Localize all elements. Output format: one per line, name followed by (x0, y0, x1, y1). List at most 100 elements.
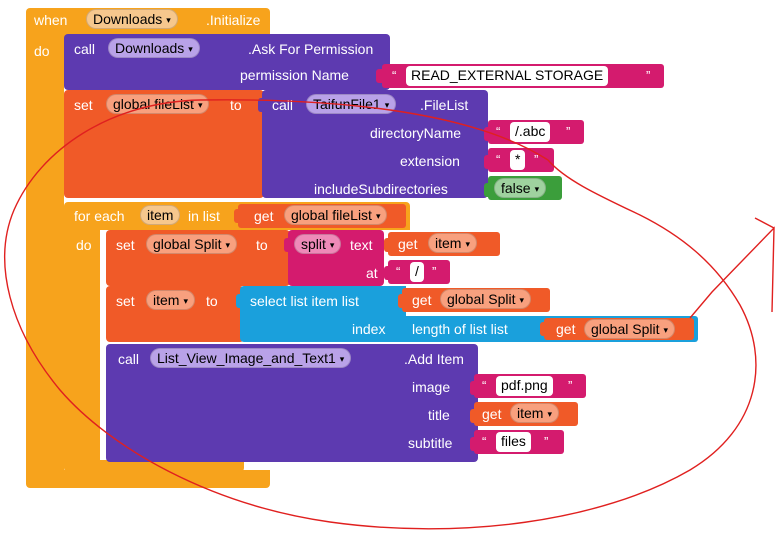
foreach-spine (64, 228, 100, 466)
item-var-pill[interactable]: item (140, 205, 181, 225)
downloads-component-label: Downloads (93, 11, 163, 27)
close-quote-icon: ” (646, 68, 651, 83)
subtitle-label: subtitle (408, 435, 453, 451)
chevron-down-icon: ▾ (225, 240, 231, 251)
title-get-item-label: item (517, 405, 544, 421)
get-filelist-dropdown[interactable]: global fileList ▾ (284, 205, 388, 225)
title-get-item-dropdown[interactable]: item ▾ (510, 403, 559, 423)
length-of-list-label: length of list list (412, 321, 508, 337)
select-list-item-label: select list item list (250, 293, 359, 309)
downloads-permission-dropdown[interactable]: Downloads ▾ (108, 38, 200, 58)
do-keyword: do (34, 43, 50, 59)
taifun-component-label: TaifunFile1 (313, 96, 381, 112)
close-quote-icon: ” (566, 124, 571, 139)
downloads-permission-label: Downloads (115, 40, 185, 56)
image-text-field[interactable]: pdf.png (496, 376, 553, 396)
get-split-dropdown-2[interactable]: global Split ▾ (584, 319, 676, 339)
directory-text-field[interactable]: /.abc (510, 122, 551, 142)
at-keyword: at (366, 265, 378, 281)
when-keyword: when (34, 12, 68, 28)
taifun-component-dropdown[interactable]: TaifunFile1 ▾ (306, 94, 397, 114)
to-keyword: to (256, 237, 268, 253)
socket-connector (376, 69, 382, 83)
filelist-method: .FileList (420, 97, 469, 113)
close-quote-icon: ” (544, 434, 549, 449)
get-filelist-label: global fileList (291, 207, 372, 223)
chevron-down-icon: ▾ (375, 211, 381, 222)
permission-text-field[interactable]: READ_EXTERNAL STORAGE (406, 66, 609, 86)
to-keyword: to (206, 293, 218, 309)
chevron-down-icon: ▾ (534, 184, 540, 195)
include-subdirectories-label: includeSubdirectories (314, 181, 448, 197)
chevron-down-icon: ▾ (663, 325, 669, 336)
false-dropdown[interactable]: false ▾ (494, 178, 547, 198)
open-quote-icon: “ (496, 124, 501, 139)
open-quote-icon: “ (496, 152, 501, 167)
add-item-method: .Add Item (404, 351, 464, 367)
item-var-label: item (153, 292, 180, 308)
chevron-down-icon: ▾ (329, 240, 335, 251)
close-quote-icon: ” (534, 152, 539, 167)
filelist-var-dropdown[interactable]: global fileList ▾ (106, 94, 210, 114)
when-initialize-do-spine (26, 36, 64, 476)
item-var-dropdown[interactable]: item ▾ (146, 290, 195, 310)
chevron-down-icon: ▾ (465, 239, 470, 250)
get-keyword: get (254, 208, 274, 224)
subtitle-text-field[interactable]: files (496, 432, 531, 452)
directory-name-label: directoryName (370, 125, 462, 141)
image-label: image (412, 379, 451, 395)
to-keyword: to (230, 97, 242, 113)
get-item-dropdown[interactable]: item ▾ (428, 233, 477, 253)
at-text-field[interactable]: / (410, 262, 424, 282)
split-var-dropdown[interactable]: global Split ▾ (146, 234, 238, 254)
chevron-down-icon: ▾ (547, 409, 552, 420)
downloads-component-dropdown[interactable]: Downloads ▾ (86, 9, 178, 29)
open-quote-icon: “ (392, 68, 397, 83)
get-split-label: global Split (447, 291, 516, 307)
call-keyword: call (272, 97, 294, 113)
get-split-label-2: global Split (591, 321, 660, 337)
call-keyword: call (74, 41, 96, 57)
title-label: title (428, 407, 450, 423)
close-quote-icon: ” (568, 378, 573, 393)
ask-permission-method: .Ask For Permission (248, 41, 374, 57)
open-quote-icon: “ (482, 434, 487, 449)
for-each-keyword: for each (74, 208, 125, 224)
extension-text-field[interactable]: * (510, 150, 526, 170)
chevron-down-icon: ▾ (384, 100, 390, 111)
get-keyword: get (556, 321, 576, 337)
set-keyword: set (116, 293, 135, 309)
listview-component-dropdown[interactable]: List_View_Image_and_Text1 ▾ (150, 348, 352, 368)
chevron-down-icon: ▾ (166, 15, 171, 26)
extension-label: extension (400, 153, 460, 169)
when-initialize-footer (26, 470, 270, 488)
chevron-down-icon: ▾ (188, 44, 193, 55)
get-keyword: get (398, 236, 418, 252)
get-keyword: get (482, 406, 502, 422)
set-keyword: set (116, 237, 135, 253)
chevron-down-icon: ▾ (519, 295, 525, 306)
permission-name-label: permission Name (240, 67, 349, 83)
get-keyword: get (412, 292, 432, 308)
split-op-label: split (301, 236, 326, 252)
chevron-down-icon: ▾ (183, 296, 188, 307)
foreach-do-keyword: do (76, 237, 92, 253)
split-var-label: global Split (153, 236, 222, 252)
in-list-keyword: in list (188, 208, 220, 224)
get-item-label: item (435, 235, 462, 251)
chevron-down-icon: ▾ (339, 354, 345, 365)
call-keyword: call (118, 351, 140, 367)
false-value-label: false (501, 180, 531, 196)
text-keyword: text (350, 237, 373, 253)
set-keyword: set (74, 97, 93, 113)
index-label: index (352, 321, 386, 337)
get-split-dropdown[interactable]: global Split ▾ (440, 289, 532, 309)
listview-component-label: List_View_Image_and_Text1 (157, 350, 336, 366)
initialize-event-label: .Initialize (206, 12, 261, 28)
open-quote-icon: “ (396, 264, 401, 279)
chevron-down-icon: ▾ (197, 100, 203, 111)
open-quote-icon: “ (482, 378, 487, 393)
split-op-dropdown[interactable]: split ▾ (294, 234, 342, 254)
filelist-var-label: global fileList (113, 96, 194, 112)
annotation-arrow (689, 217, 775, 319)
